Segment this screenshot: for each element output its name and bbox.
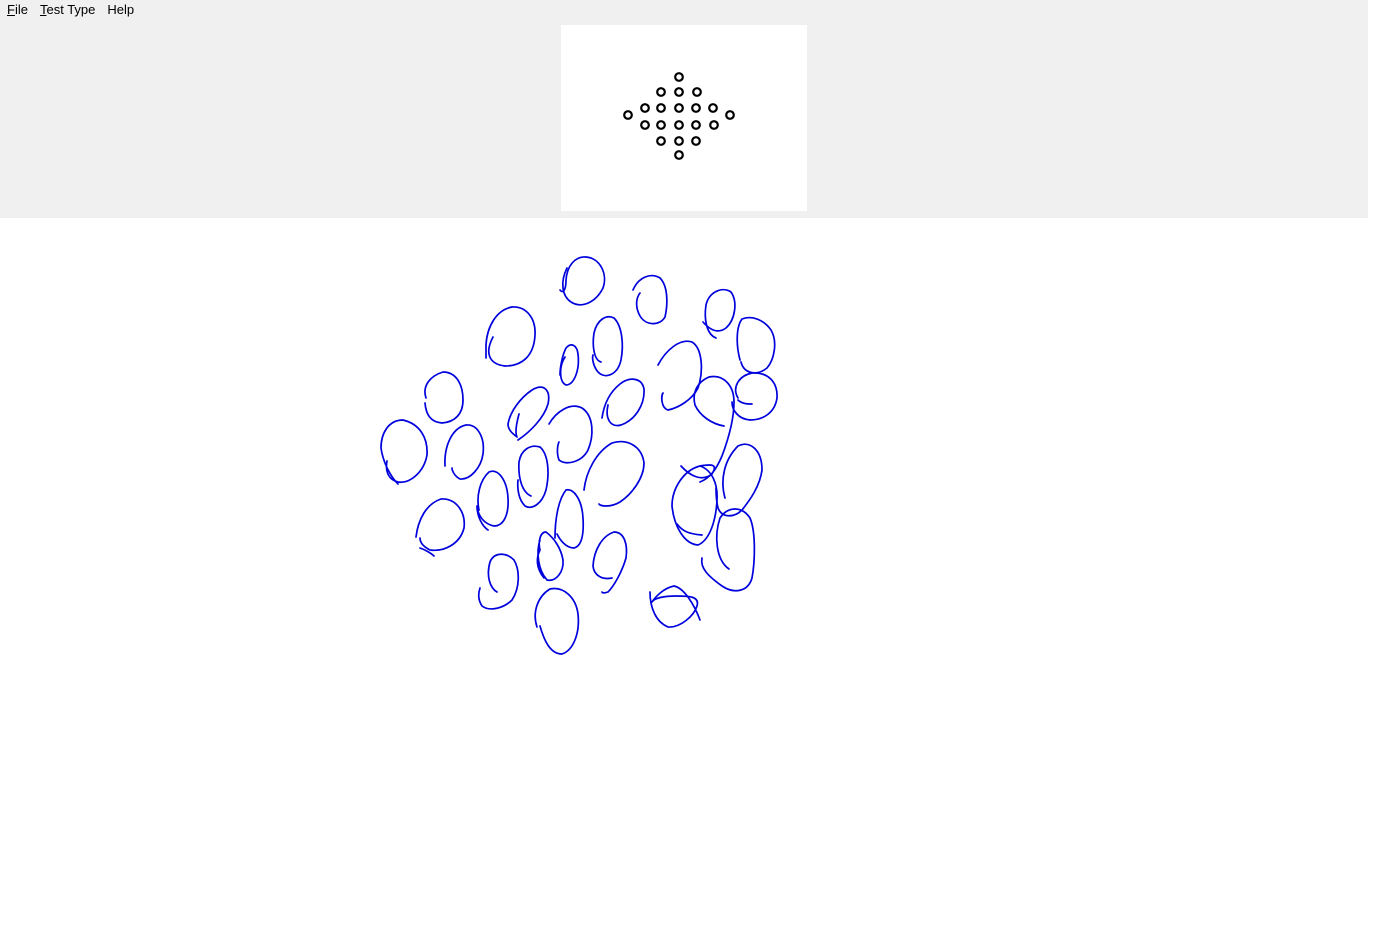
menu-file[interactable]: File [0,0,34,20]
hand-drawn-stroke [559,344,580,386]
hand-drawn-stroke [736,316,776,374]
hand-drawn-stroke [601,378,645,427]
stimulus-circle [691,120,701,130]
hand-drawn-stroke [671,464,718,546]
hand-drawn-stroke [591,315,624,377]
stimulus-circle [708,103,718,113]
hand-drawn-stroke [477,553,520,610]
stimulus-circle [674,72,684,82]
stimulus-circle [725,110,735,120]
stimulus-circle [656,103,666,113]
stimulus-circle [623,110,633,120]
stimulus-circle [674,103,684,113]
menu-test-type-label: est Type [46,2,96,17]
stimulus-circle [674,87,684,97]
hand-drawn-stroke [554,489,585,549]
stimulus-circle [674,120,684,130]
hand-drawn-stroke [507,386,550,441]
stimulus-circle [640,120,650,130]
drawing-strokes [380,256,778,655]
menu-help[interactable]: Help [101,0,140,20]
menu-help-label: Help [107,2,135,17]
top-panel: File Test Type Help [0,0,1368,218]
stimulus-pattern [623,72,735,160]
stimulus-circle [674,136,684,146]
stimulus-circle [691,103,701,113]
hand-drawn-stroke [559,256,606,306]
stimulus-circle [674,150,684,160]
hand-drawn-stroke [415,498,466,557]
hand-drawn-stroke [693,375,735,483]
hand-drawn-stroke [380,419,428,485]
stimulus-pattern-panel [561,25,807,211]
stimulus-circle [709,120,719,130]
hand-drawn-stroke [700,508,756,592]
stimulus-circle [656,120,666,130]
hand-drawn-stroke [702,288,736,339]
hand-drawn-stroke [715,443,763,517]
stimulus-circle [692,87,702,97]
hand-drawn-stroke [444,424,485,480]
hand-drawn-stroke [516,445,549,509]
drawing-canvas[interactable] [0,218,1381,925]
stimulus-circle [691,136,701,146]
hand-drawn-stroke [592,531,628,594]
hand-drawn-stroke [676,523,703,536]
hand-drawn-stroke [476,470,509,531]
stimulus-circle [656,87,666,97]
hand-drawn-stroke [534,587,580,655]
hand-drawn-stroke [731,372,778,421]
menu-bar: File Test Type Help [0,0,1368,20]
hand-drawn-stroke [536,531,564,582]
menu-file-mnemonic: F [7,2,15,17]
hand-drawn-stroke [548,405,593,464]
hand-drawn-stroke [657,340,703,411]
stimulus-circle [640,103,650,113]
hand-drawn-stroke [632,274,668,325]
menu-test-type-mnemonic: T [39,2,47,17]
stimulus-circle [656,136,666,146]
hand-drawn-stroke [649,585,701,628]
hand-drawn-stroke [583,440,645,507]
hand-drawn-stroke [485,306,536,367]
menu-file-label: ile [14,2,28,17]
hand-drawn-stroke [424,371,464,424]
menu-test-type[interactable]: Test Type [34,0,101,20]
